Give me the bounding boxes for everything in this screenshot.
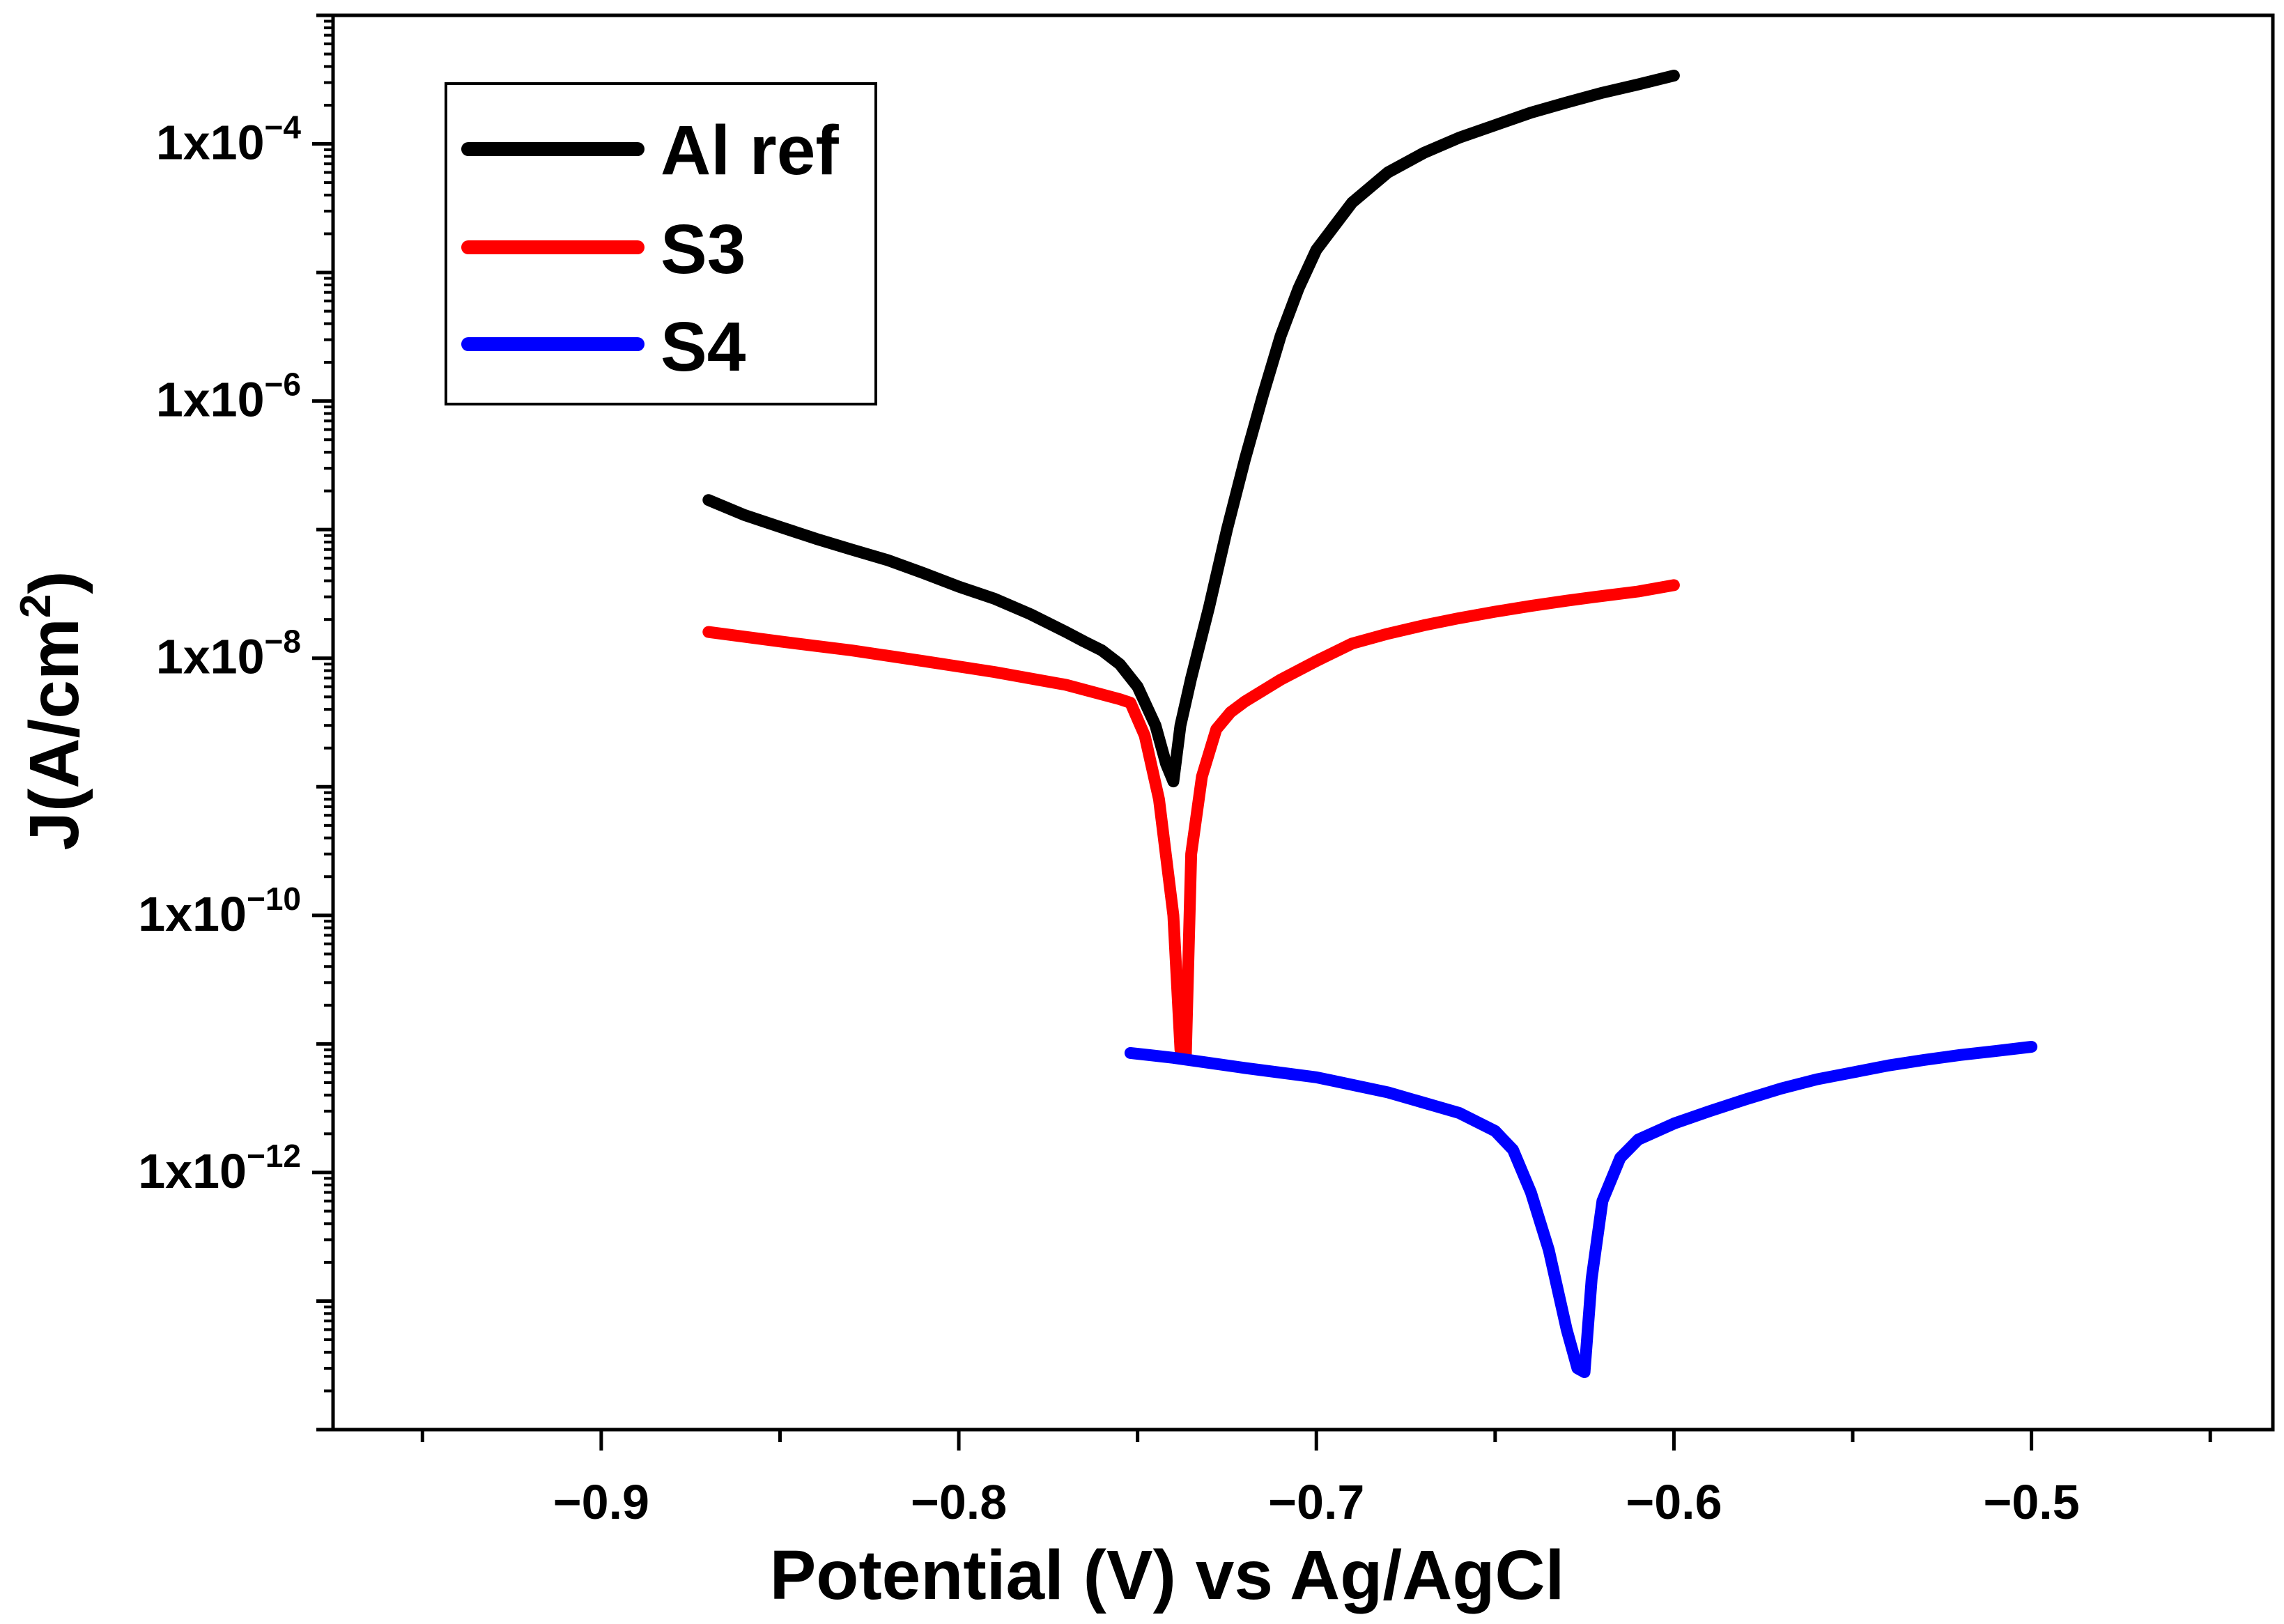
legend-label-s4: S4 — [661, 308, 746, 386]
x-tick-label: −0.8 — [911, 1475, 1007, 1529]
y-tick-label: 1x10−12 — [138, 1138, 301, 1198]
y-axis-title-superscript: 2 — [12, 594, 60, 618]
y-tick-label-exponent: −12 — [247, 1138, 301, 1174]
y-tick-label: 1x10−6 — [156, 366, 301, 427]
y-tick-label: 1x10−8 — [156, 624, 301, 684]
series-line-s3 — [702, 579, 1680, 1062]
y-axis-title-main: J(A/cm — [15, 618, 93, 850]
y-tick-label-base: 1x10 — [156, 630, 265, 684]
series-line-al-ref — [702, 70, 1680, 788]
x-tick-label: −0.7 — [1268, 1475, 1364, 1529]
y-tick-label: 1x10−10 — [138, 881, 301, 941]
y-tick-label-exponent: −8 — [265, 624, 301, 660]
series-layer — [702, 70, 2038, 1378]
plot-frame — [331, 13, 2275, 1432]
y-tick-label-base: 1x10 — [138, 887, 247, 941]
y-tick-label: 1x10−4 — [156, 109, 302, 170]
x-axis: −0.9 −0.8 −0.7 −0.6 −0.5 — [420, 1430, 2212, 1529]
x-tick-label: −0.9 — [553, 1475, 649, 1529]
legend: Al ref S3 S4 — [445, 82, 877, 405]
y-tick-label-base: 1x10 — [138, 1144, 247, 1198]
x-tick-label: −0.6 — [1626, 1475, 1722, 1529]
series-line-s4 — [1124, 1041, 2038, 1378]
legend-label-al-ref: Al ref — [661, 111, 839, 190]
legend-label-s3: S3 — [661, 210, 746, 288]
y-tick-label-exponent: −10 — [247, 881, 301, 917]
y-tick-label-exponent: −4 — [265, 109, 302, 146]
y-axis-title: J(A/cm2) — [12, 571, 93, 850]
y-tick-label-base: 1x10 — [156, 116, 265, 170]
y-tick-label-exponent: −6 — [265, 366, 301, 403]
y-axis-title-close: ) — [15, 571, 93, 594]
x-axis-title: Potential (V) vs Ag/AgCl — [770, 1536, 1565, 1614]
y-tick-label-base: 1x10 — [156, 373, 265, 427]
x-tick-label: −0.5 — [1984, 1475, 2080, 1529]
